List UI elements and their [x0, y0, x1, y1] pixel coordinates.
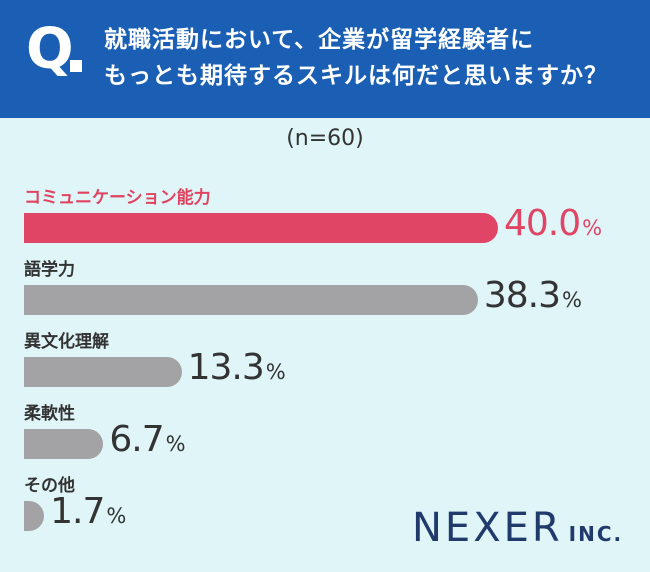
category-label: その他: [24, 476, 75, 496]
category-label: 語学力: [24, 260, 75, 280]
bar: [24, 501, 45, 531]
value-label: 6.7%: [109, 419, 186, 460]
bar: [24, 285, 478, 315]
bar: [24, 429, 104, 459]
bar: [24, 213, 498, 243]
value-label: 38.3%: [483, 275, 582, 316]
question-mark: Q: [26, 17, 74, 82]
bar-chart: コミュニケーション能力 40.0% 語学力 38.3% 異文化理解 13.3% 柔軟性 6.7…: [0, 175, 650, 555]
category-label: 異文化理解: [24, 332, 109, 352]
bar: [24, 357, 182, 387]
question-text: 就職活動において、企業が留学経験者に もっとも期待するスキルは何だと思いますか？: [104, 22, 608, 94]
category-label: 柔軟性: [24, 404, 75, 424]
brand-suffix: INC.: [568, 522, 624, 546]
value-label: 40.0%: [504, 203, 603, 244]
question-line-2: もっとも期待するスキルは何だと思いますか？: [104, 63, 608, 89]
value-label: 13.3%: [187, 347, 286, 388]
brand-logo: NEXER INC.: [412, 505, 623, 551]
question-line-1: 就職活動において、企業が留学経験者に: [104, 27, 535, 53]
question-dot: [70, 60, 82, 72]
value-label: 1.7%: [50, 491, 127, 532]
question-header: Q 就職活動において、企業が留学経験者に もっとも期待するスキルは何だと思います…: [0, 0, 650, 118]
category-label: コミュニケーション能力: [24, 188, 211, 208]
sample-size: (n=60): [286, 126, 364, 151]
brand-name: NEXER: [412, 505, 563, 551]
